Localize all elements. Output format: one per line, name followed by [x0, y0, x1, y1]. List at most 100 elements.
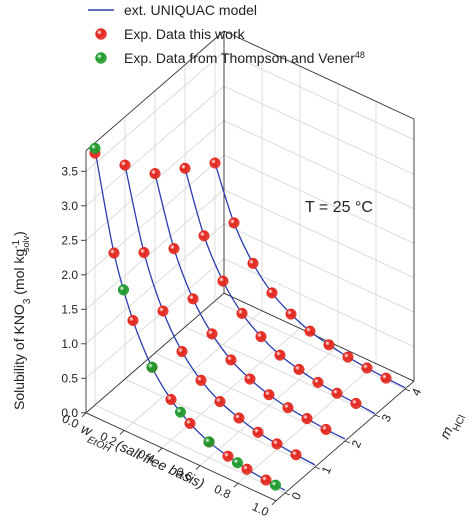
- tick-mark: [374, 414, 381, 418]
- y-tick-label: 4: [409, 386, 425, 398]
- data-point: [176, 346, 188, 358]
- grid-line: [223, 223, 415, 313]
- data-point: [361, 362, 373, 374]
- data-point: [225, 354, 237, 366]
- data-point: [252, 426, 264, 438]
- legend-text: Exp. Data from Thompson and Vener: [124, 50, 355, 66]
- grid-line: [94, 404, 286, 494]
- data-point: [228, 217, 240, 229]
- tick-mark: [271, 500, 277, 506]
- tick-mark: [284, 492, 291, 496]
- data-point: [179, 162, 191, 174]
- x-tick-label: 0.2: [98, 429, 119, 449]
- z-tick-label: 3.0: [61, 199, 78, 213]
- x-tick-label: 0.6: [174, 464, 195, 484]
- tick-mark: [404, 388, 411, 392]
- tick-mark: [314, 466, 321, 470]
- legend-text: ext. UNIQUAC model: [124, 2, 257, 18]
- data-point: [209, 157, 221, 169]
- z-tick-label: 1.0: [61, 337, 78, 351]
- grid-line: [154, 352, 346, 442]
- plot-area: [89, 142, 406, 491]
- data-point: [304, 325, 316, 337]
- z-axis-title-part: (mol kg: [11, 249, 27, 299]
- data-point: [233, 412, 245, 424]
- legend: ext. UNIQUAC model Exp. Data this work Exp…: [88, 2, 365, 66]
- data-point: [214, 396, 226, 408]
- data-point: [293, 363, 305, 376]
- y-tick-label: 0: [289, 490, 305, 502]
- data-point: [222, 450, 234, 462]
- data-point: [119, 159, 131, 171]
- data-point: [247, 257, 259, 269]
- data-point: [149, 168, 161, 180]
- data-point: [271, 438, 283, 450]
- legend-label: ext. UNIQUAC model: [124, 2, 257, 18]
- data-point: [269, 479, 282, 491]
- data-point: [255, 331, 267, 343]
- data-point: [331, 387, 343, 399]
- data-point: [138, 247, 150, 259]
- z-tick-label: 3.5: [61, 164, 78, 178]
- data-point: [301, 413, 313, 425]
- tick-mark: [81, 412, 87, 418]
- y-axis-title-part: HCl: [451, 413, 468, 433]
- tick-mark: [157, 447, 163, 453]
- y-axis-title: mHCl: [436, 409, 467, 444]
- grid-line: [223, 258, 415, 348]
- data-point: [157, 305, 169, 317]
- x-tick-label: 0.8: [212, 482, 233, 502]
- data-point: [206, 328, 218, 340]
- z-axis-title-part: -1: [11, 239, 22, 248]
- data-point: [274, 349, 286, 361]
- tick-mark: [195, 465, 201, 470]
- axes-box: 0.0 0.5 1.0 1.5 2.0 2.5 3.0 3.5 0.0 0.2 0.4 0.6 0.8 1…: [11, 30, 468, 519]
- z-axis-title-part: ): [11, 231, 27, 236]
- data-point: [263, 389, 275, 401]
- z-tick-label: 0.0: [61, 406, 78, 420]
- axis-edge: [85, 412, 277, 502]
- data-point: [266, 287, 278, 299]
- data-point: [195, 374, 207, 386]
- x-axis-title-part: (salt free basis): [110, 435, 207, 492]
- x-tick-label: 0.4: [136, 447, 157, 467]
- y-tick-label: 2: [349, 438, 365, 450]
- axis-edge: [223, 30, 415, 120]
- grid-line: [223, 120, 415, 210]
- legend-sup: 48: [355, 50, 365, 60]
- axis-edge: [85, 30, 225, 151]
- data-point: [380, 372, 392, 384]
- x-axis-title: wEtOH (salt free basis): [76, 420, 207, 496]
- data-point: [127, 314, 139, 327]
- legend-text: Exp. Data this work: [124, 26, 246, 42]
- data-point: [117, 284, 130, 296]
- legend-label: Exp. Data from Thompson and Vener48: [124, 50, 365, 66]
- x-tick-label: 1.0: [250, 499, 271, 519]
- annotation: T = 25 °C: [305, 199, 373, 216]
- data-point: [285, 308, 297, 320]
- x-tick-label: 0.0: [60, 411, 81, 431]
- data-point: [342, 351, 354, 363]
- z-tick-label: 2.0: [61, 268, 78, 282]
- z-tick-label: 1.5: [61, 302, 78, 316]
- y-tick-label: 3: [379, 412, 395, 424]
- data-point: [323, 339, 335, 351]
- data-point: [260, 474, 272, 486]
- data-point: [312, 376, 324, 388]
- z-axis-title-part: 3: [22, 298, 33, 304]
- grid-line: [124, 378, 316, 468]
- tick-mark: [233, 482, 239, 488]
- data-point: [168, 243, 180, 255]
- data-point: [89, 142, 101, 154]
- data-point: [282, 402, 294, 414]
- axis-edge: [85, 292, 225, 414]
- data-point: [350, 397, 362, 409]
- z-axis-title-part: Solubility of KNO: [11, 304, 27, 410]
- z-tick-label: 0.5: [61, 371, 78, 385]
- z-tick-label: 2.5: [61, 233, 78, 247]
- data-point: [146, 361, 158, 373]
- data-point: [108, 247, 120, 259]
- data-point: [184, 417, 196, 430]
